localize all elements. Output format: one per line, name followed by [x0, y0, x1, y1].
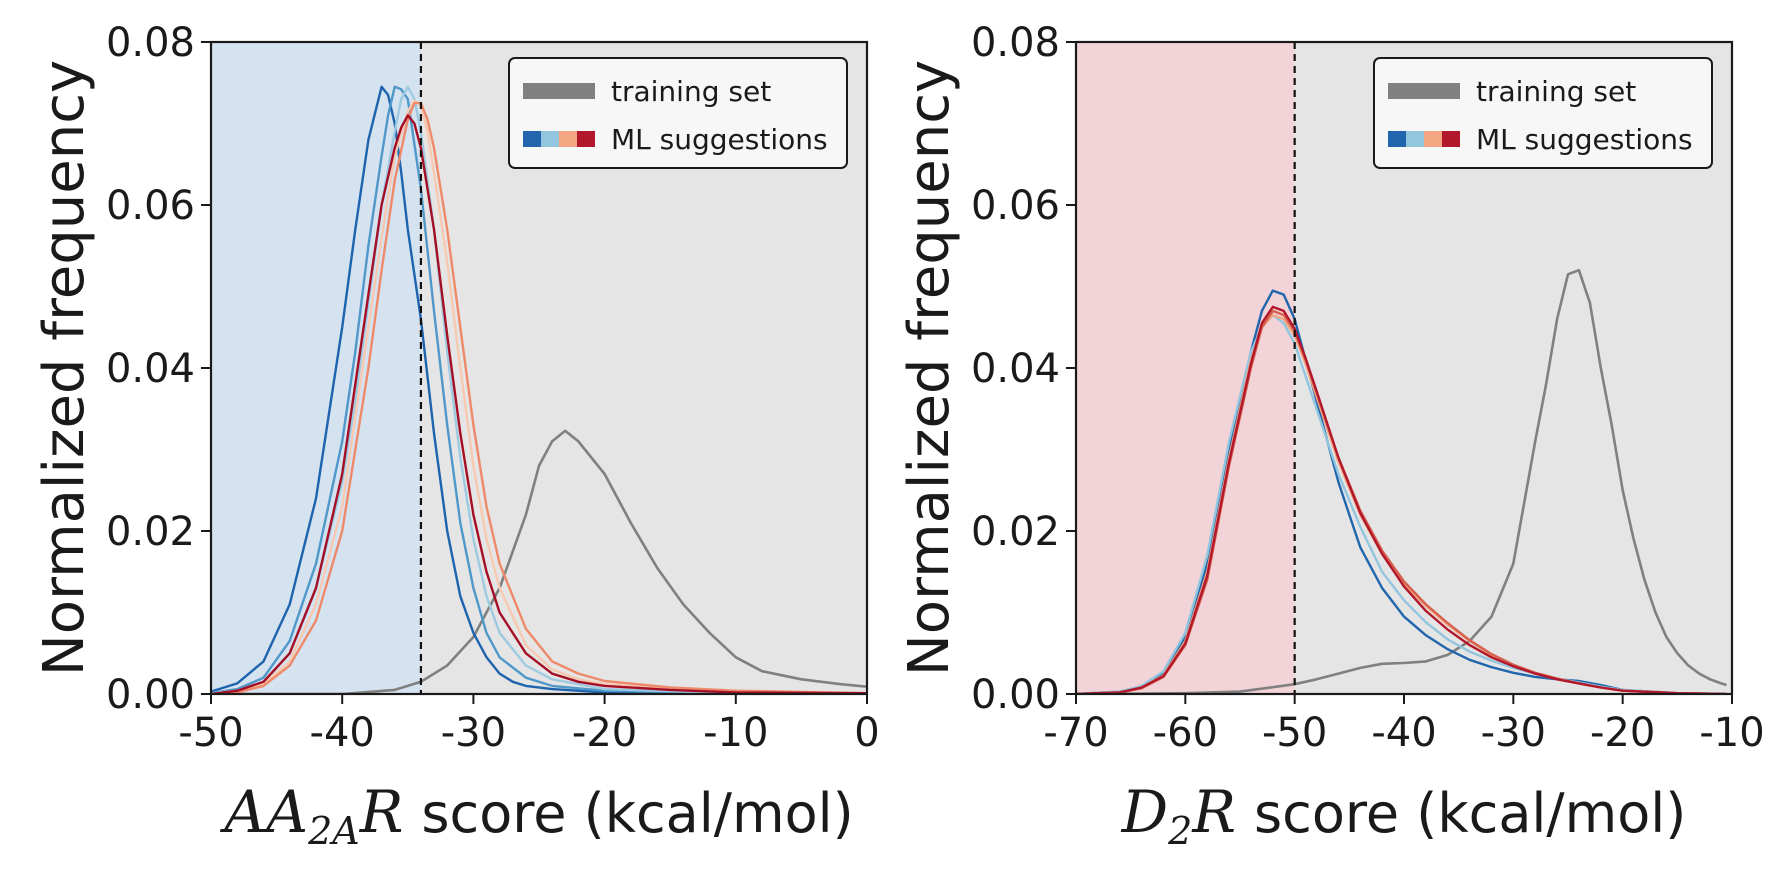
x-tick-label: 0 — [854, 710, 879, 756]
legend-ml-swatch-3 — [577, 131, 595, 147]
legend-ml-swatch-3 — [1442, 131, 1460, 147]
legend: training set ML suggestions — [508, 57, 848, 169]
x-tick-label: -30 — [1481, 710, 1546, 756]
x-tick-label: -10 — [1699, 710, 1764, 756]
x-axis-unit: score (kcal/mol) — [421, 782, 853, 845]
y-tick-label: 0.02 — [971, 509, 1060, 555]
x-tick-label: -40 — [310, 710, 375, 756]
y-tick-label: 0.08 — [106, 20, 195, 66]
x-axis-variable-tail: R — [359, 778, 404, 846]
y-tick-label: 0.06 — [971, 183, 1060, 229]
legend-ml-swatch-0 — [523, 131, 541, 147]
ml-suggestion-line-2 — [211, 85, 867, 694]
legend-ml-swatch-1 — [541, 131, 559, 147]
ml-suggestion-line-5 — [1076, 305, 1727, 694]
x-tick-label: -60 — [1153, 710, 1218, 756]
legend-training-swatch — [1388, 83, 1460, 99]
y-tick-label: 0.00 — [106, 672, 195, 718]
x-tick-label: -10 — [703, 710, 768, 756]
legend-label-training: training set — [611, 75, 771, 108]
training-set-line — [211, 429, 867, 694]
y-tick-label: 0.04 — [106, 346, 195, 392]
ml-suggestion-line-6 — [211, 114, 867, 694]
ml-suggestion-line-1 — [211, 85, 867, 694]
x-axis-variable-tail: R — [1191, 778, 1236, 846]
legend-ml-swatch-2 — [1424, 131, 1442, 147]
ml-suggestion-line-5 — [211, 101, 867, 694]
x-axis-unit: score (kcal/mol) — [1254, 782, 1686, 845]
ml-suggestion-line-4 — [211, 99, 867, 694]
y-tick-label: 0.00 — [971, 672, 1060, 718]
selected-region-shade — [211, 42, 421, 694]
y-tick-label: 0.04 — [971, 346, 1060, 392]
x-axis-variable-subscript: 2A — [307, 809, 360, 853]
y-tick-label: 0.06 — [106, 183, 195, 229]
x-axis-variable-subscript: 2 — [1167, 809, 1192, 853]
x-axis-label: AA2AR score (kcal/mol) — [219, 778, 853, 853]
legend-label-ml: ML suggestions — [611, 123, 828, 156]
x-axis-label: D2R score (kcal/mol) — [1121, 778, 1687, 853]
selected-region-shade — [1076, 42, 1295, 694]
x-tick-label: -30 — [441, 710, 506, 756]
series-group — [211, 85, 867, 694]
x-tick-label: -20 — [1590, 710, 1655, 756]
x-axis-variable: AA — [219, 778, 308, 846]
y-tick-label: 0.08 — [971, 20, 1060, 66]
x-tick-label: -50 — [178, 710, 243, 756]
y-axis-label: Normalized frequency — [897, 60, 962, 676]
x-tick-label: -50 — [1262, 710, 1327, 756]
chart-panel-1: -50 -40 -30 -20 -10 0 0.00 0.02 0.04 0.06 0.08Norm… — [32, 20, 880, 853]
legend-ml-swatch-0 — [1388, 131, 1406, 147]
legend-label-ml: ML suggestions — [1476, 123, 1693, 156]
legend-ml-swatch-2 — [559, 131, 577, 147]
legend-label-training: training set — [1476, 75, 1636, 108]
y-tick-label: 0.02 — [106, 509, 195, 555]
x-tick-label: -40 — [1371, 710, 1436, 756]
legend-ml-swatch-1 — [1406, 131, 1424, 147]
x-tick-label: -70 — [1043, 710, 1108, 756]
x-tick-label: -20 — [572, 710, 637, 756]
legend-training-swatch — [523, 83, 595, 99]
y-axis-label: Normalized frequency — [32, 60, 97, 676]
chart-panel-2: -70 -60 -50 -40 -30 -20 -10 0.00 0.02 0.04 0.06 0.0… — [897, 20, 1765, 853]
training-set-line — [1076, 268, 1727, 694]
legend: training set ML suggestions — [1373, 57, 1713, 169]
x-axis-variable: D — [1121, 778, 1169, 846]
series-group — [1076, 268, 1727, 694]
